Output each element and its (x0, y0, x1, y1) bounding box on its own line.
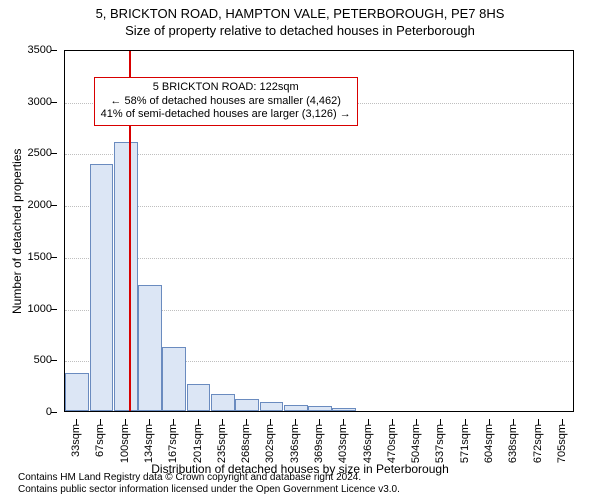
histogram-bar (187, 384, 211, 411)
annotation-box: 5 BRICKTON ROAD: 122sqm← 58% of detached… (94, 77, 358, 126)
y-tick-label: 3500 (28, 44, 52, 56)
histogram-bar (138, 285, 162, 411)
gridline (65, 258, 573, 259)
histogram-bar (308, 406, 332, 411)
x-tick-label: 537sqm (434, 424, 446, 463)
annotation-line: 5 BRICKTON ROAD: 122sqm (101, 81, 351, 95)
histogram-bar (332, 408, 356, 411)
annotation-line: ← 58% of detached houses are smaller (4,… (101, 95, 351, 109)
x-tick-label: 504sqm (410, 424, 422, 463)
footer-line-1: Contains HM Land Registry data © Crown c… (18, 472, 400, 484)
x-tick-label: 403sqm (337, 424, 349, 463)
histogram-bar (114, 142, 138, 411)
footer-attribution: Contains HM Land Registry data © Crown c… (18, 472, 400, 496)
y-axis-label: Number of detached properties (10, 148, 24, 313)
x-tick-label: 268sqm (240, 424, 252, 463)
x-tick-label: 167sqm (167, 424, 179, 463)
x-tick-label: 134sqm (143, 424, 155, 463)
chart-title-subtitle: Size of property relative to detached ho… (0, 23, 600, 38)
histogram-bar (284, 405, 308, 411)
x-tick-label: 201sqm (192, 424, 204, 463)
y-tick-label: 2500 (28, 147, 52, 159)
histogram-bar (260, 402, 284, 411)
footer-line-2: Contains public sector information licen… (18, 484, 400, 496)
histogram-bar (162, 347, 186, 411)
x-tick-label: 302sqm (264, 424, 276, 463)
x-tick-label: 235sqm (216, 424, 228, 463)
x-tick-label: 705sqm (556, 424, 568, 463)
x-tick-label: 67sqm (94, 424, 106, 457)
x-tick-label: 638sqm (507, 424, 519, 463)
x-tick-label: 369sqm (313, 424, 325, 463)
plot-background: 5 BRICKTON ROAD: 122sqm← 58% of detached… (64, 50, 574, 412)
annotation-line: 41% of semi-detached houses are larger (… (101, 108, 351, 122)
histogram-bar (235, 399, 259, 411)
gridline (65, 206, 573, 207)
histogram-bar (65, 373, 89, 411)
gridline (65, 154, 573, 155)
x-tick-label: 672sqm (532, 424, 544, 463)
chart-title-address: 5, BRICKTON ROAD, HAMPTON VALE, PETERBOR… (0, 6, 600, 21)
x-tick-label: 33sqm (70, 424, 82, 457)
y-tick-label: 1000 (28, 303, 52, 315)
x-tick-label: 604sqm (483, 424, 495, 463)
plot-area: 5 BRICKTON ROAD: 122sqm← 58% of detached… (64, 50, 574, 412)
x-tick-label: 436sqm (362, 424, 374, 463)
x-tick-label: 100sqm (119, 424, 131, 463)
x-tick-label: 336sqm (289, 424, 301, 463)
y-tick-label: 2000 (28, 199, 52, 211)
y-tick-label: 3000 (28, 96, 52, 108)
y-tick-label: 1500 (28, 251, 52, 263)
histogram-bar (90, 164, 114, 411)
chart-title-block: 5, BRICKTON ROAD, HAMPTON VALE, PETERBOR… (0, 0, 600, 38)
y-tick-label: 500 (34, 354, 52, 366)
x-tick-label: 470sqm (386, 424, 398, 463)
y-tick-label: 0 (46, 406, 52, 418)
histogram-bar (211, 394, 235, 411)
x-tick-label: 571sqm (459, 424, 471, 463)
